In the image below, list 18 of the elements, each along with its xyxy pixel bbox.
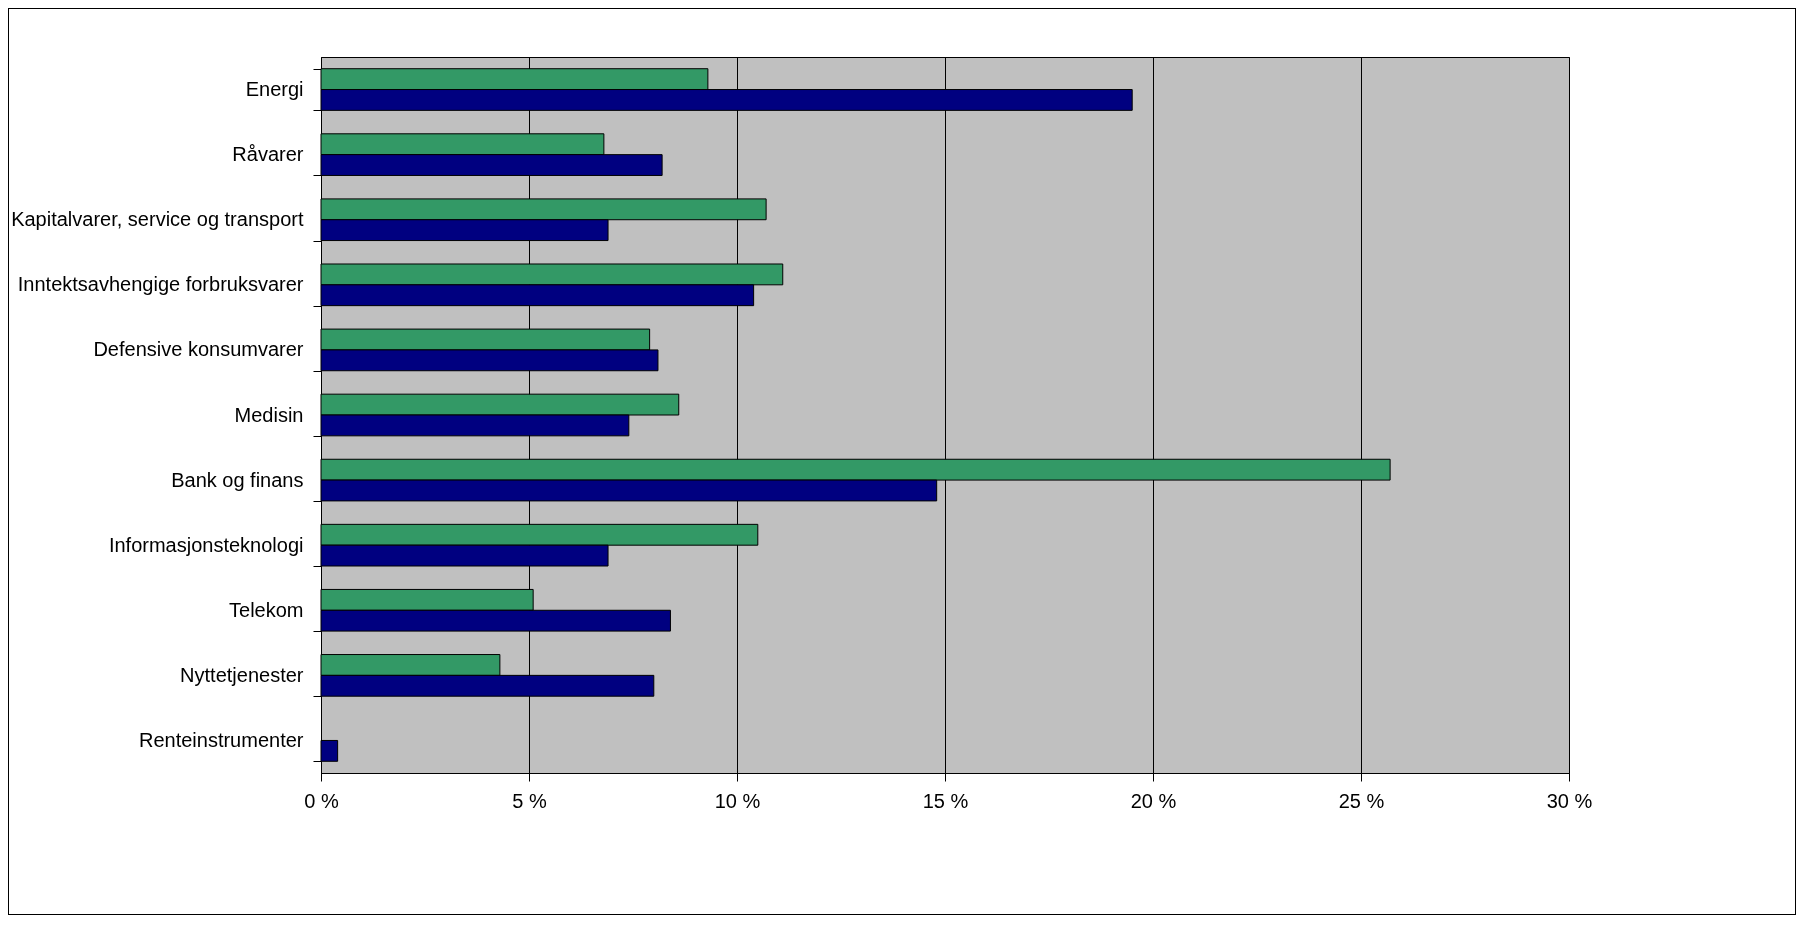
x-tick-label: 25 % [1338, 789, 1385, 812]
y-tick-label: Råvarer [232, 143, 304, 166]
x-tick-label: 5 % [512, 789, 547, 812]
y-tick-label: Informasjonsteknologi [108, 533, 304, 556]
x-tick-label: 10 % [714, 789, 761, 812]
y-tick-label: Nyttetjenester [180, 663, 304, 686]
x-tick-label: 0 % [304, 789, 339, 812]
y-tick-label: Kapitalvarer, service og transport [11, 208, 304, 231]
y-tick-label: Bank og finans [171, 468, 304, 491]
x-tick-label: 20 % [1130, 789, 1177, 812]
x-tick-label: 15 % [922, 789, 969, 812]
y-tick-label: Renteinstrumenter [138, 728, 304, 751]
y-tick-label: Telekom [229, 598, 304, 621]
y-tick-label: Medisin [234, 403, 304, 426]
y-tick-label: Energi [245, 78, 304, 101]
y-tick-label: Defensive konsumvarer [93, 338, 304, 361]
x-tick-label: 30 % [1546, 789, 1593, 812]
y-tick-label: Inntektsavhengige forbruksvarer [17, 273, 304, 296]
